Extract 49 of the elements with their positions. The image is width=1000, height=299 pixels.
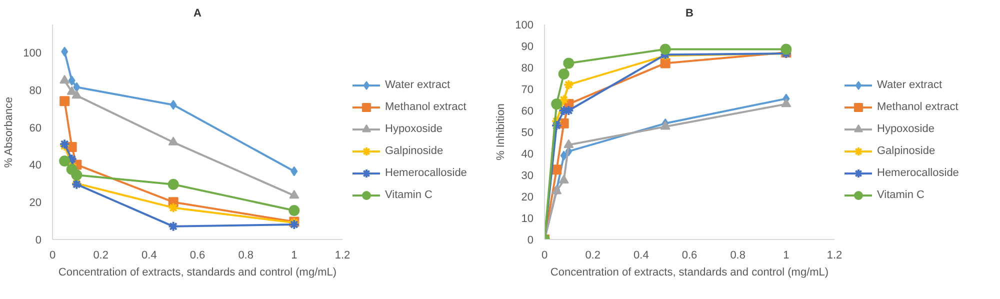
- legend-label: Water extract: [385, 78, 450, 92]
- x-tick-label: 0.6: [682, 250, 698, 262]
- x-tick-label: 1.2: [334, 250, 350, 262]
- y-tick-label: 100: [515, 20, 534, 32]
- legend-label: Methanol extract: [385, 100, 466, 114]
- chart-title: A: [194, 8, 202, 20]
- x-axis-title: Concentration of extracts, standards and control (mg/mL): [550, 266, 829, 278]
- y-tick-label: 40: [521, 148, 534, 160]
- chart-title: B: [686, 8, 694, 20]
- y-axis-title: % Inhibition: [495, 104, 508, 160]
- y-tick-label: 30: [521, 170, 534, 182]
- y-tick-label: 20: [521, 192, 534, 204]
- legend-label: Water extract: [877, 78, 942, 92]
- x-tick-label: 0.4: [634, 250, 649, 262]
- x-tick-label: 0.2: [585, 250, 600, 262]
- y-tick-label: 60: [521, 106, 534, 118]
- legend-label: Methanol extract: [877, 100, 958, 114]
- y-tick-label: 80: [521, 62, 534, 74]
- legend-label: Hemerocalloside: [385, 166, 467, 180]
- legend-label: Hypoxoside: [877, 122, 934, 136]
- y-tick-label: 90: [521, 41, 534, 53]
- x-tick-label: 0.4: [142, 250, 157, 262]
- x-tick-label: 1: [291, 250, 298, 262]
- legend-label: Vitamin C: [385, 188, 432, 202]
- x-axis-title: Concentration of extracts, standards and control (mg/mL): [58, 266, 337, 278]
- x-tick-label: 0.8: [730, 250, 746, 262]
- y-tick-label: 20: [29, 197, 42, 210]
- y-tick-label: 10: [521, 213, 534, 225]
- y-tick-label: 70: [521, 84, 534, 96]
- y-tick-label: 40: [29, 160, 42, 172]
- y-tick-label: 0: [35, 234, 42, 246]
- y-tick-label: 0: [527, 234, 534, 246]
- x-tick-label: 1: [783, 250, 790, 262]
- x-tick-label: 0: [541, 250, 548, 262]
- x-tick-label: 0.8: [238, 250, 254, 262]
- legend-label: Hypoxoside: [385, 122, 442, 136]
- legend-label: Galpinoside: [877, 144, 936, 158]
- legend-label: Hemerocalloside: [877, 166, 959, 180]
- legend-label: Galpinoside: [385, 144, 444, 158]
- y-tick-label: 60: [29, 122, 42, 134]
- y-tick-label: 100: [23, 48, 42, 60]
- x-tick-label: 0.2: [93, 250, 108, 262]
- x-tick-label: 0: [49, 250, 56, 262]
- legend-label: Vitamin C: [877, 188, 924, 202]
- x-tick-label: 1.2: [826, 250, 842, 262]
- x-tick-label: 0.6: [190, 250, 206, 262]
- y-tick-label: 50: [521, 127, 534, 139]
- y-tick-label: 80: [29, 84, 42, 97]
- y-axis-title: % Absorbance: [3, 96, 16, 168]
